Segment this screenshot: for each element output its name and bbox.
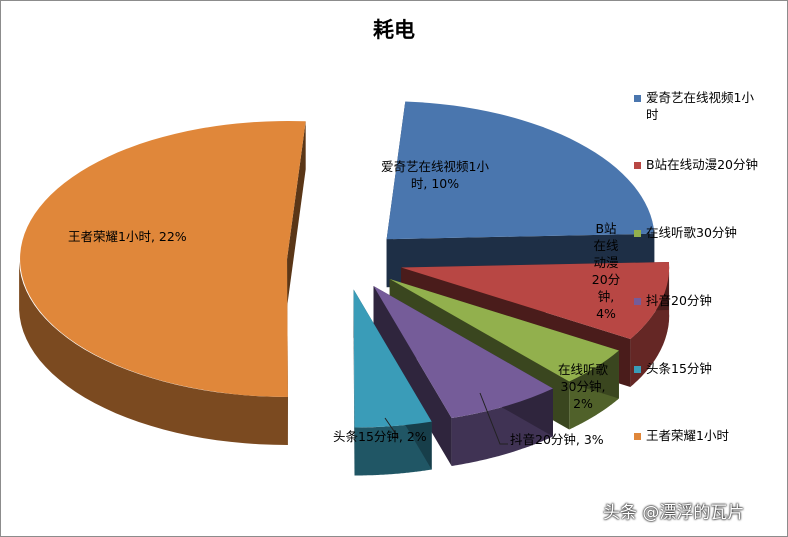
pie-slice-3-top [389,279,619,382]
pie-slice-4 [373,285,553,466]
pie-slice-6-top [20,121,306,398]
legend-swatch-bili [634,162,641,169]
data-label-bili: B站 在线 动漫 20分 钟, 4% [588,220,624,322]
data-label-iqiyi-line2: 时, 10% [410,176,460,191]
pie-slice-6-side-1 [287,121,306,308]
pie-slice-5-top [353,289,432,428]
legend-swatch-toutiao [634,366,641,373]
data-label-bili-line3: 动漫 [593,255,619,270]
leader-line-douyin [479,392,508,445]
pie-slice-1-top [386,101,655,240]
data-label-music: 在线听歌 30分钟, 2% [548,361,618,412]
data-label-toutiao: 头条15分钟, 2% [333,429,427,444]
legend-swatch-douyin [634,298,641,305]
pie-slice-6-wall [19,261,288,445]
legend-label-iqiyi-line2: 时 [646,107,659,122]
pie-slice-5-side-1 [353,289,355,476]
data-label-music-line2: 30分钟, [560,379,606,394]
pie-slice-4-side-1 [373,285,452,466]
watermark: 头条 @漂浮的瓦片 [603,503,745,523]
data-label-bili-line4: 20分 [591,272,621,287]
legend-swatch-wzry [634,433,641,440]
pie-slice-5 [353,289,432,476]
legend-label-music: 在线听歌30分钟 [646,225,737,240]
legend-swatch-music [634,230,641,237]
data-label-bili-line6: 4% [596,306,616,321]
data-label-wzry: 王者荣耀1小时, 22% [68,229,187,244]
data-label-douyin: 抖音20分钟, 3% [510,432,604,447]
data-label-iqiyi-line1: 爱奇艺在线视频1小 [381,159,489,174]
legend-label-bili: B站在线动漫20分钟 [646,157,758,172]
data-label-music-line1: 在线听歌 [557,362,608,377]
pie-slice-4-top [373,285,553,418]
data-label-bili-line2: 在线 [593,238,619,253]
data-label-bili-line5: 钟, [597,289,615,304]
data-label-bili-line1: B站 [595,221,617,236]
chart-title: 耗电 [373,18,415,42]
legend-swatch-iqiyi [634,95,641,102]
data-label-music-line3: 2% [573,396,593,411]
legend-label-wzry: 王者荣耀1小时 [646,428,729,443]
pie-slice-2-wall [630,266,670,387]
leader-line-toutiao [384,417,399,438]
legend-label-toutiao: 头条15分钟 [646,361,712,376]
data-label-iqiyi: 爱奇艺在线视频1小 时, 10% [360,158,510,192]
pie-slice-6 [19,121,306,445]
legend-label-douyin: 抖音20分钟 [646,293,712,308]
legend-label-iqiyi-line1: 爱奇艺在线视频1小 [646,90,754,105]
pie-slice-2-top [401,262,670,339]
